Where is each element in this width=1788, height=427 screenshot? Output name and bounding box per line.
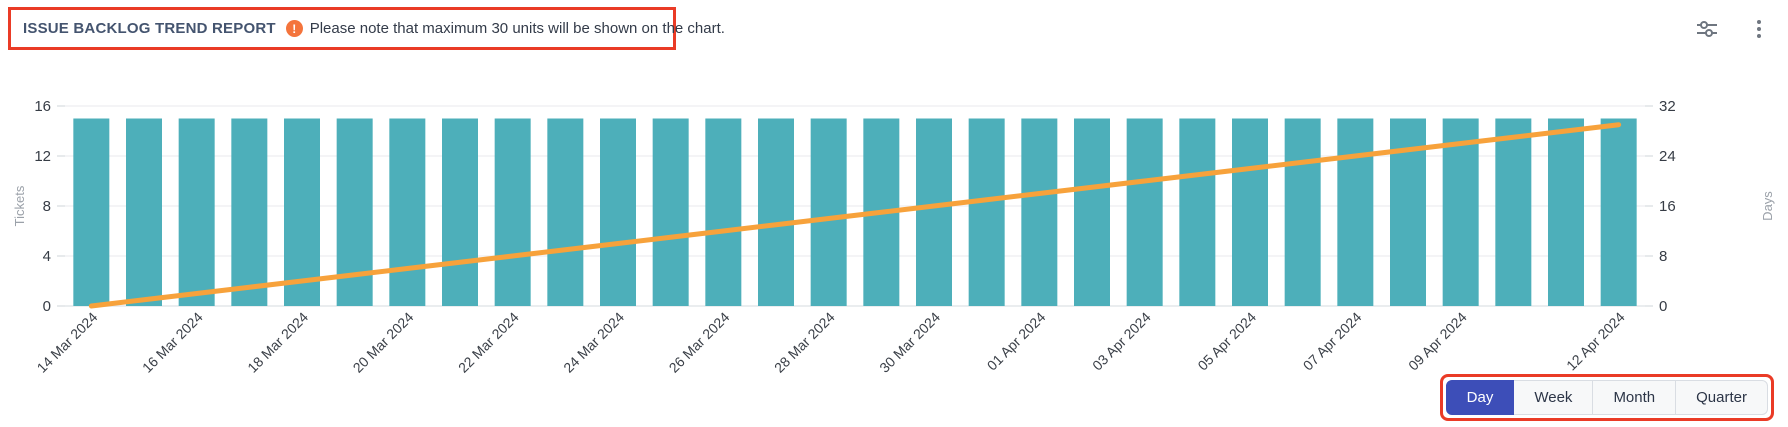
svg-text:8: 8 [43, 198, 51, 215]
svg-text:07 Apr 2024: 07 Apr 2024 [1300, 309, 1365, 374]
svg-text:26 Mar 2024: 26 Mar 2024 [666, 309, 733, 376]
bar-03 Apr 2024 [1126, 118, 1163, 306]
bar-14 Mar 2024 [73, 118, 110, 306]
annotation-box-header: ISSUE BACKLOG TREND REPORT ! Please note… [8, 7, 725, 50]
chart-note: ! Please note that maximum 30 units will… [285, 20, 725, 37]
svg-text:05 Apr 2024: 05 Apr 2024 [1194, 309, 1259, 374]
time-range-selector: Day Week Month Quarter [1445, 380, 1768, 415]
bar-12 Apr 2024 [1600, 118, 1637, 306]
kebab-menu-icon[interactable] [1746, 16, 1772, 42]
svg-text:12: 12 [34, 148, 51, 165]
chart-toolbar [1694, 16, 1772, 42]
svg-text:0: 0 [43, 298, 51, 315]
bar-09 Apr 2024 [1442, 118, 1479, 306]
range-button-week[interactable]: Week [1514, 380, 1594, 415]
left-axis-title: Tickets [12, 185, 27, 226]
bar-15 Mar 2024 [126, 118, 162, 306]
bar-07 Apr 2024 [1337, 118, 1374, 306]
svg-text:24 Mar 2024: 24 Mar 2024 [560, 309, 627, 376]
right-axis-title: Days [1760, 191, 1775, 221]
bar-31 Mar 2024 [968, 118, 1005, 306]
page-title: ISSUE BACKLOG TREND REPORT [23, 20, 276, 37]
svg-text:09 Apr 2024: 09 Apr 2024 [1405, 309, 1470, 374]
bar-23 Mar 2024 [547, 118, 584, 306]
bar-11 Apr 2024 [1548, 118, 1584, 306]
range-button-quarter[interactable]: Quarter [1676, 380, 1768, 415]
warning-circle-icon: ! [285, 20, 303, 37]
bar-06 Apr 2024 [1284, 118, 1321, 306]
range-button-month[interactable]: Month [1593, 380, 1677, 415]
svg-text:16 Mar 2024: 16 Mar 2024 [139, 309, 206, 376]
range-button-day[interactable]: Day [1445, 380, 1515, 415]
svg-text:28 Mar 2024: 28 Mar 2024 [771, 309, 838, 376]
bar-17 Mar 2024 [231, 118, 268, 306]
annotation-box-time-range: Day Week Month Quarter [1439, 374, 1774, 421]
bar-01 Apr 2024 [1021, 118, 1058, 306]
bar-26 Mar 2024 [705, 118, 742, 306]
svg-text:4: 4 [43, 248, 51, 265]
bar-28 Mar 2024 [810, 118, 847, 306]
bar-18 Mar 2024 [284, 118, 320, 306]
bar-22 Mar 2024 [494, 118, 531, 306]
trend-line [88, 122, 1622, 309]
svg-text:01 Apr 2024: 01 Apr 2024 [984, 309, 1049, 374]
svg-text:03 Apr 2024: 03 Apr 2024 [1089, 309, 1154, 374]
bar-30 Mar 2024 [916, 118, 952, 306]
bar-20 Mar 2024 [389, 118, 426, 306]
svg-text:0: 0 [1659, 298, 1667, 315]
svg-text:24: 24 [1659, 148, 1676, 165]
svg-text:20 Mar 2024: 20 Mar 2024 [350, 309, 417, 376]
bar-27 Mar 2024 [758, 118, 794, 306]
svg-text:8: 8 [1659, 248, 1667, 265]
svg-text:32: 32 [1659, 98, 1676, 115]
bar-02 Apr 2024 [1074, 118, 1110, 306]
svg-text:16: 16 [34, 98, 51, 115]
svg-text:12 Apr 2024: 12 Apr 2024 [1563, 309, 1628, 374]
svg-text:16: 16 [1659, 198, 1676, 215]
bar-04 Apr 2024 [1179, 118, 1216, 306]
filter-sliders-icon[interactable] [1694, 16, 1720, 42]
bar-21 Mar 2024 [442, 118, 478, 306]
svg-text:30 Mar 2024: 30 Mar 2024 [876, 309, 943, 376]
bar-10 Apr 2024 [1495, 118, 1532, 306]
bar-16 Mar 2024 [178, 118, 215, 306]
svg-text:18 Mar 2024: 18 Mar 2024 [244, 309, 311, 376]
svg-text:14 Mar 2024: 14 Mar 2024 [34, 309, 101, 376]
bar-05 Apr 2024 [1232, 118, 1268, 306]
chart-note-text: Please note that maximum 30 units will b… [309, 20, 725, 37]
bar-25 Mar 2024 [652, 118, 689, 306]
svg-text:22 Mar 2024: 22 Mar 2024 [455, 309, 522, 376]
bar-24 Mar 2024 [600, 118, 636, 306]
